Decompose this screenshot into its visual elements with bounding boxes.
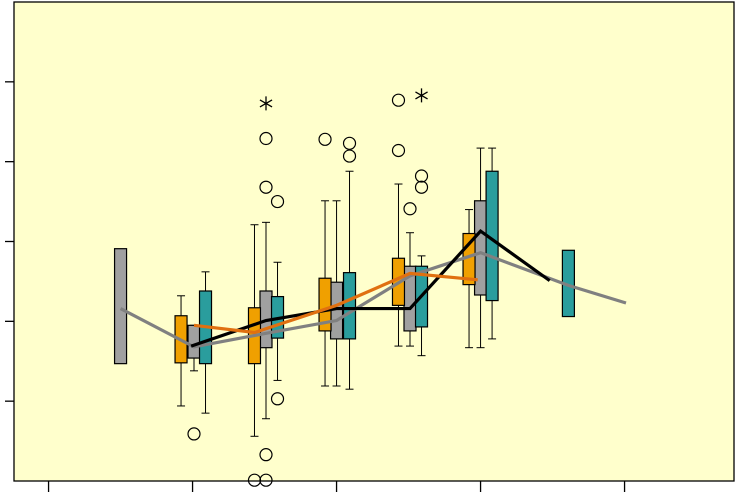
box [113,248,128,365]
trend-line [193,271,478,335]
outlier [342,149,357,163]
outlier [414,180,429,194]
box [318,277,332,332]
outlier [403,202,417,216]
outlier [270,392,285,406]
extreme [259,96,273,111]
outlier [187,427,201,441]
outlier [259,180,273,194]
box [342,272,357,340]
outlier [259,131,273,146]
plot-area [14,2,734,481]
plot-frame [13,1,735,482]
extreme [415,88,428,103]
outlier [391,93,406,107]
outlier [259,448,273,462]
outlier [414,169,429,183]
outlier [270,194,285,209]
box [187,324,201,359]
outlier [318,132,332,146]
outlier [342,136,357,150]
outlier [259,473,273,487]
trend-line [119,250,627,349]
outlier [391,143,406,158]
trend-line [190,228,551,348]
